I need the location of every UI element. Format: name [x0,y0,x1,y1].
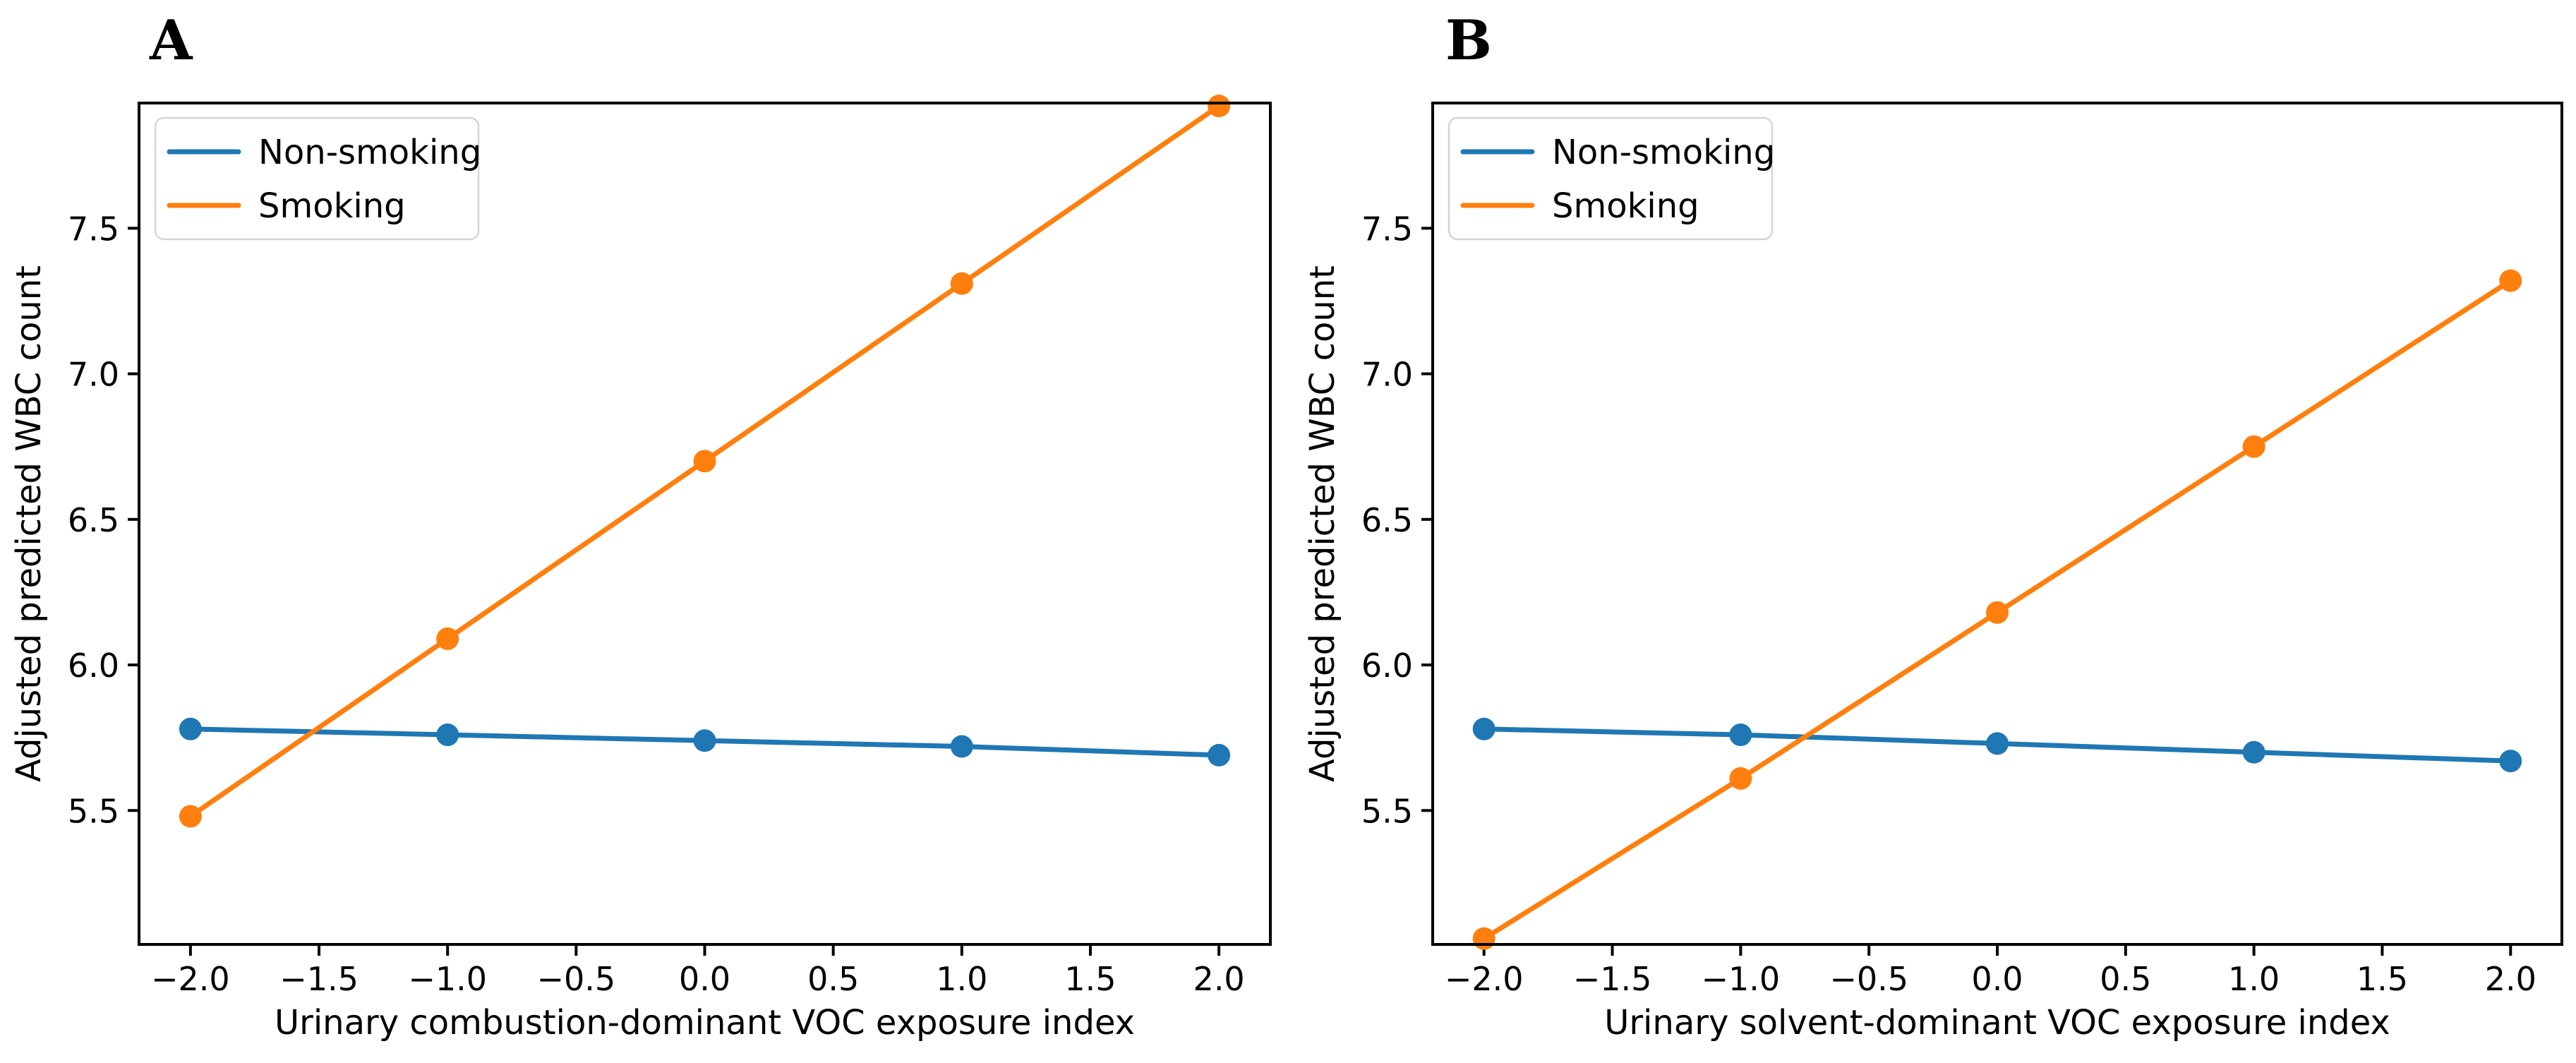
x-tick-label: −1.5 [1573,960,1652,998]
legend: Non-smoking Smoking [1448,116,1775,241]
data-point-non-smoking [2499,750,2522,773]
y-axis-label: Adjusted predicted WBC count [1303,265,1342,782]
x-tick-label: −1.5 [279,960,359,998]
legend-label-non-smoking: Non-smoking [1552,133,1775,172]
legend-box [1448,116,1774,241]
plot-area [139,103,1270,944]
x-axis-label: Urinary combustion-dominant VOC exposure… [275,1003,1135,1043]
x-tick-label: 2.0 [2485,960,2536,998]
x-tick-label: 0.5 [807,960,859,998]
x-tick-label: −2.0 [151,960,230,998]
x-tick-label: 1.5 [2357,960,2408,998]
panel-letter-a: A [149,8,193,73]
x-tick-label: 2.0 [1193,960,1245,998]
y-tick-label: 6.0 [1361,647,1413,685]
y-tick-label: 7.5 [1361,210,1413,248]
panel-b: −2.0 −1.5 −1.0 −0.5 0.0 0.5 1.0 1.5 2.0 5.5 6.0 6.5… [1303,8,2563,1043]
data-point-smoking [1208,95,1231,118]
y-tick-label: 5.5 [68,792,119,830]
data-point-smoking [950,272,973,295]
legend-label-non-smoking: Non-smoking [258,133,481,172]
y-tick-label: 6.5 [68,501,119,539]
axes-spines [138,102,1272,946]
data-point-smoking [2499,269,2522,292]
panel-a: −2.0 −1.5 −1.0 −0.5 0.0 0.5 1.0 1.5 2.0 5.5 6.0 6.5… [9,8,1272,1043]
data-point-non-smoking [179,717,202,740]
data-point-smoking [436,627,459,650]
y-tick-label: 5.5 [1361,792,1413,830]
data-point-smoking [179,805,202,828]
data-point-non-smoking [1729,723,1752,747]
data-point-non-smoking [950,735,973,758]
y-axis-label: Adjusted predicted WBC count [9,265,49,782]
y-tick-label: 7.0 [68,356,119,394]
x-tick-label: −2.0 [1445,960,1524,998]
data-point-non-smoking [1986,732,2009,755]
plot-area [1433,103,2562,944]
data-point-non-smoking [436,723,459,747]
x-tick-label: 1.0 [936,960,987,998]
x-tick-label: −1.0 [1702,960,1781,998]
legend-box [154,116,480,241]
y-tick-label: 7.0 [1361,356,1413,394]
y-tick-label: 7.5 [68,210,119,248]
data-point-non-smoking [2242,740,2265,764]
x-tick-label: 1.0 [2228,960,2280,998]
x-tick-label: −1.0 [408,960,487,998]
data-point-smoking [1986,601,2009,624]
data-point-smoking [693,450,716,473]
data-point-smoking [2242,435,2265,458]
y-tick-label: 6.5 [1361,501,1413,539]
data-point-smoking [1729,767,1752,790]
axes-spines [1431,102,2563,946]
legend-label-smoking: Smoking [1552,186,1699,226]
x-axis-label: Urinary solvent-dominant VOC exposure in… [1604,1003,2390,1043]
x-tick-label: 0.5 [2100,960,2151,998]
data-point-smoking [1472,927,1495,950]
data-point-non-smoking [693,729,716,752]
x-tick-label: 1.5 [1064,960,1116,998]
x-tick-label: −0.5 [1829,960,1908,998]
data-point-non-smoking [1472,717,1495,740]
y-tick-label: 6.0 [68,647,119,685]
x-tick-label: −0.5 [536,960,615,998]
legend-label-smoking: Smoking [258,186,406,226]
panel-letter-b: B [1445,8,1492,73]
legend: Non-smoking Smoking [154,116,481,241]
data-point-non-smoking [1208,743,1231,767]
x-tick-label: 0.0 [679,960,730,998]
x-tick-label: 0.0 [1971,960,2023,998]
